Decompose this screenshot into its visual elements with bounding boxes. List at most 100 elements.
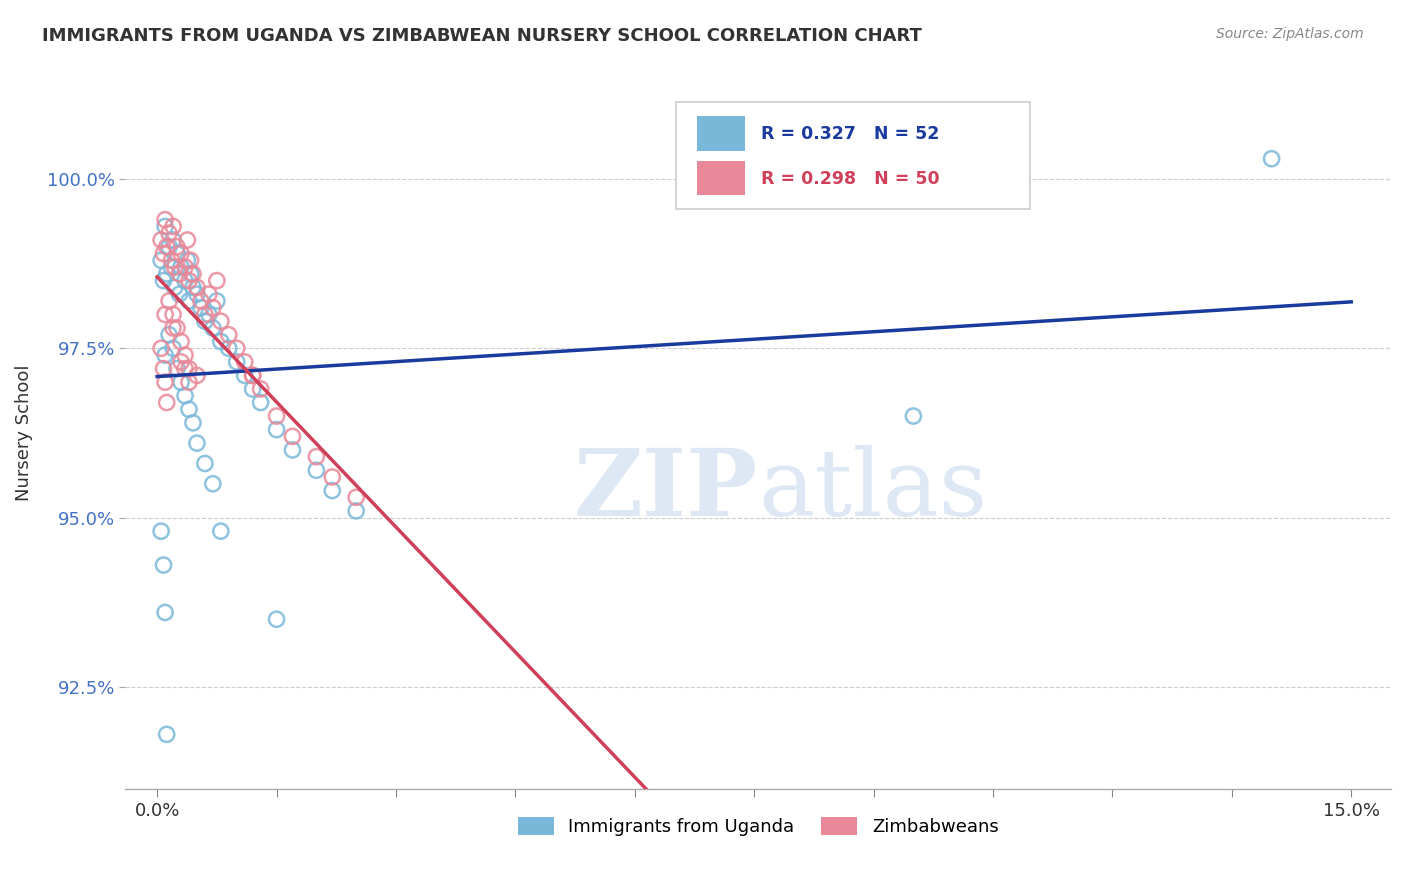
Point <box>266 423 288 437</box>
Point <box>162 233 184 247</box>
Point <box>190 301 212 315</box>
Point <box>198 308 221 322</box>
Point <box>233 355 256 369</box>
Point <box>190 293 212 308</box>
Point <box>174 389 197 403</box>
Point <box>170 334 193 349</box>
Point <box>194 314 217 328</box>
Point <box>153 219 176 234</box>
Point <box>186 280 208 294</box>
Point <box>156 727 179 741</box>
Point <box>152 558 174 572</box>
Point <box>170 375 193 389</box>
Point <box>169 267 191 281</box>
Point <box>266 612 288 626</box>
Point <box>166 240 188 254</box>
Point <box>170 246 193 260</box>
Point <box>174 348 197 362</box>
Point <box>150 524 173 538</box>
Point <box>218 342 240 356</box>
Point <box>153 348 176 362</box>
Point <box>281 442 304 457</box>
Point <box>249 395 271 409</box>
Point <box>180 267 202 281</box>
Point <box>170 355 193 369</box>
Text: IMMIGRANTS FROM UGANDA VS ZIMBABWEAN NURSERY SCHOOL CORRELATION CHART: IMMIGRANTS FROM UGANDA VS ZIMBABWEAN NUR… <box>42 27 922 45</box>
Point <box>160 260 183 274</box>
Point <box>242 368 264 383</box>
Point <box>177 274 200 288</box>
Point <box>150 253 173 268</box>
Point <box>201 301 224 315</box>
Point <box>205 293 228 308</box>
Text: Source: ZipAtlas.com: Source: ZipAtlas.com <box>1216 27 1364 41</box>
Point <box>152 246 174 260</box>
Point <box>153 308 176 322</box>
Point <box>181 280 204 294</box>
Point <box>162 342 184 356</box>
Point <box>156 240 179 254</box>
Text: ZIP: ZIP <box>574 445 758 535</box>
Point <box>163 280 186 294</box>
Point <box>233 368 256 383</box>
Point <box>174 361 197 376</box>
Point <box>242 368 264 383</box>
Point <box>174 260 197 274</box>
Point <box>156 395 179 409</box>
Point <box>249 382 271 396</box>
Point <box>162 321 184 335</box>
Point <box>156 267 179 281</box>
Point <box>201 321 224 335</box>
Point <box>194 457 217 471</box>
Point <box>176 233 198 247</box>
Point <box>1260 152 1282 166</box>
Point <box>181 416 204 430</box>
Point <box>186 287 208 301</box>
Point <box>225 355 247 369</box>
Point <box>186 368 208 383</box>
Point <box>209 334 232 349</box>
Point <box>242 382 264 396</box>
Point <box>152 274 174 288</box>
Point <box>170 260 193 274</box>
Point <box>162 308 184 322</box>
Bar <box>697 161 745 195</box>
Text: R = 0.298   N = 50: R = 0.298 N = 50 <box>761 169 939 187</box>
Point <box>157 293 180 308</box>
Point <box>150 233 173 247</box>
Point <box>180 253 202 268</box>
Point <box>194 308 217 322</box>
Point <box>903 409 925 423</box>
Point <box>174 274 197 288</box>
Point <box>176 253 198 268</box>
Point <box>157 240 180 254</box>
Text: R = 0.327   N = 52: R = 0.327 N = 52 <box>761 125 939 143</box>
Point <box>218 327 240 342</box>
Point <box>166 246 188 260</box>
Point <box>344 491 367 505</box>
Point <box>321 483 343 498</box>
Point <box>153 375 176 389</box>
Point <box>209 524 232 538</box>
Point <box>305 450 328 464</box>
Point <box>177 375 200 389</box>
Point <box>305 463 328 477</box>
Point <box>153 606 176 620</box>
Point <box>157 226 180 240</box>
Text: atlas: atlas <box>758 445 987 535</box>
Point <box>344 504 367 518</box>
Point <box>152 361 174 376</box>
Point <box>198 287 221 301</box>
Point <box>166 321 188 335</box>
Point <box>162 219 184 234</box>
Point <box>163 260 186 274</box>
Point <box>201 476 224 491</box>
Bar <box>697 116 745 151</box>
Point <box>177 293 200 308</box>
Point <box>166 361 188 376</box>
Point <box>177 402 200 417</box>
Point <box>153 212 176 227</box>
Point <box>225 342 247 356</box>
FancyBboxPatch shape <box>676 103 1031 209</box>
Point <box>209 314 232 328</box>
